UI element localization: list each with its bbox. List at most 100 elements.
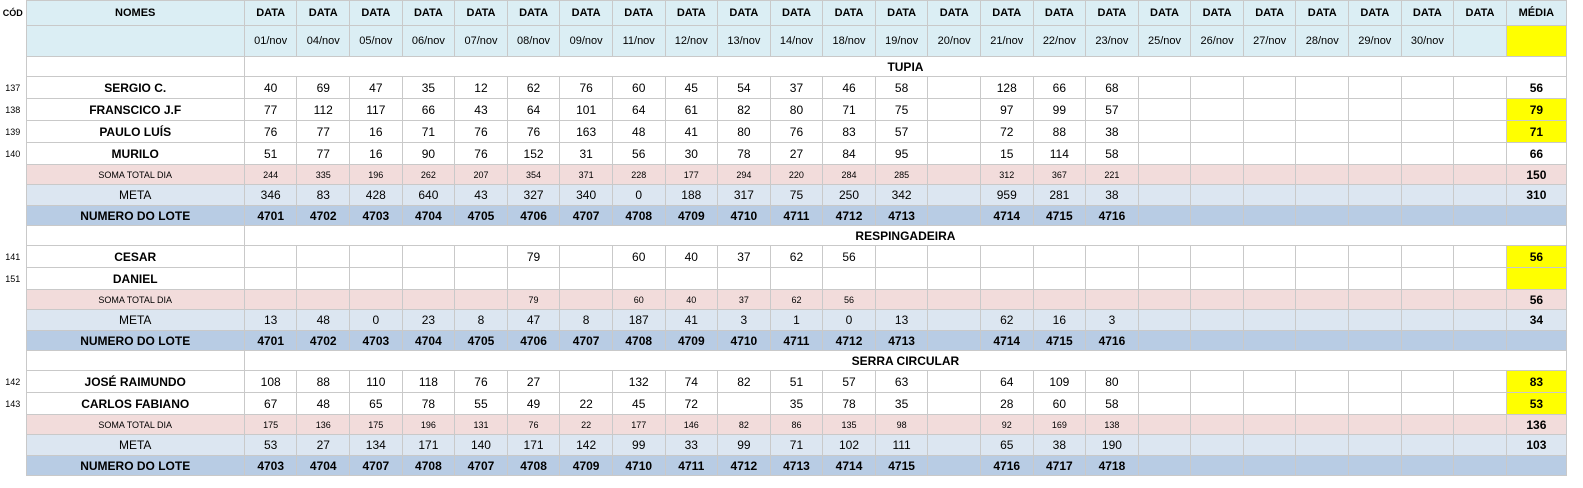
lote-value-cell[interactable]: 4710: [717, 205, 771, 226]
date-header[interactable]: DATA: [296, 0, 351, 26]
daily-value-cell[interactable]: [1085, 245, 1139, 268]
daily-value-cell[interactable]: 76: [243, 120, 298, 143]
lote-value-cell[interactable]: [1348, 455, 1402, 476]
daily-value-cell[interactable]: 16: [349, 142, 403, 165]
meta-value-cell[interactable]: 142: [559, 434, 613, 456]
lote-value-cell[interactable]: 4704: [401, 205, 456, 226]
lote-value-cell[interactable]: 4704: [296, 455, 351, 476]
daily-value-cell[interactable]: [1348, 142, 1402, 165]
daily-value-cell[interactable]: [1190, 245, 1244, 268]
meta-value-cell[interactable]: [1137, 184, 1192, 206]
daily-value-cell[interactable]: [1137, 120, 1192, 143]
daily-value-cell[interactable]: 71: [401, 120, 456, 143]
daily-value-cell[interactable]: 12: [454, 76, 508, 99]
lote-value-cell[interactable]: 4711: [664, 455, 719, 476]
average-blank[interactable]: [1505, 25, 1568, 57]
lote-value-cell[interactable]: 4705: [454, 330, 508, 351]
soma-value-cell[interactable]: 62: [769, 289, 824, 310]
employee-code[interactable]: 137: [0, 76, 27, 99]
soma-value-cell[interactable]: 367: [1032, 164, 1087, 185]
meta-value-cell[interactable]: 47: [506, 309, 561, 331]
daily-value-cell[interactable]: [1137, 245, 1192, 268]
daily-value-cell[interactable]: [717, 392, 771, 415]
daily-value-cell[interactable]: [1453, 76, 1507, 99]
daily-value-cell[interactable]: [664, 267, 719, 290]
meta-value-cell[interactable]: [1295, 184, 1350, 206]
soma-value-cell[interactable]: [1400, 289, 1455, 310]
meta-value-cell[interactable]: 3: [1085, 309, 1139, 331]
daily-value-cell[interactable]: 95: [874, 142, 929, 165]
daily-value-cell[interactable]: 35: [401, 76, 456, 99]
soma-value-cell[interactable]: [1453, 289, 1507, 310]
soma-value-cell[interactable]: [1400, 414, 1455, 435]
lote-label[interactable]: NUMERO DO LOTE: [25, 330, 245, 351]
meta-value-cell[interactable]: 281: [1032, 184, 1087, 206]
lote-value-cell[interactable]: 4712: [822, 205, 876, 226]
lote-value-cell[interactable]: 4707: [559, 205, 613, 226]
cod-header[interactable]: CÓD: [0, 0, 27, 26]
daily-value-cell[interactable]: 56: [611, 142, 666, 165]
lote-value-cell[interactable]: 4714: [979, 330, 1034, 351]
date-header[interactable]: DATA: [927, 0, 981, 26]
daily-value-cell[interactable]: [1242, 245, 1297, 268]
lote-value-cell[interactable]: 4702: [296, 205, 351, 226]
employee-code[interactable]: 138: [0, 98, 27, 121]
daily-value-cell[interactable]: [1137, 392, 1192, 415]
soma-value-cell[interactable]: 86: [769, 414, 824, 435]
daily-value-cell[interactable]: 43: [454, 98, 508, 121]
daily-value-cell[interactable]: [1242, 267, 1297, 290]
soma-average[interactable]: 56: [1505, 289, 1568, 310]
daily-value-cell[interactable]: 80: [717, 120, 771, 143]
daily-value-cell[interactable]: 47: [349, 76, 403, 99]
soma-value-cell[interactable]: 177: [611, 414, 666, 435]
lote-value-cell[interactable]: 4712: [717, 455, 771, 476]
date-value[interactable]: [1453, 25, 1507, 57]
daily-value-cell[interactable]: [1348, 76, 1402, 99]
date-value[interactable]: 06/nov: [401, 25, 456, 57]
meta-value-cell[interactable]: 327: [506, 184, 561, 206]
daily-value-cell[interactable]: [1295, 98, 1350, 121]
employee-code[interactable]: 142: [0, 370, 27, 393]
daily-value-cell[interactable]: [1400, 142, 1455, 165]
soma-value-cell[interactable]: 177: [664, 164, 719, 185]
employee-name[interactable]: CESAR: [25, 245, 245, 268]
meta-label[interactable]: META: [25, 434, 245, 456]
meta-value-cell[interactable]: [1348, 184, 1402, 206]
soma-value-cell[interactable]: [1085, 289, 1139, 310]
daily-value-cell[interactable]: [1400, 76, 1455, 99]
soma-value-cell[interactable]: 92: [979, 414, 1034, 435]
soma-value-cell[interactable]: 312: [979, 164, 1034, 185]
lote-value-cell[interactable]: 4712: [822, 330, 876, 351]
soma-value-cell[interactable]: 169: [1032, 414, 1087, 435]
lote-value-cell[interactable]: 4707: [349, 455, 403, 476]
soma-value-cell[interactable]: [979, 289, 1034, 310]
date-value[interactable]: 01/nov: [243, 25, 298, 57]
daily-value-cell[interactable]: [401, 245, 456, 268]
lote-value-cell[interactable]: 4714: [979, 205, 1034, 226]
lote-average[interactable]: [1505, 455, 1568, 476]
daily-value-cell[interactable]: [979, 267, 1034, 290]
soma-value-cell[interactable]: [1242, 414, 1297, 435]
daily-value-cell[interactable]: 110: [349, 370, 403, 393]
daily-value-cell[interactable]: [874, 267, 929, 290]
daily-value-cell[interactable]: 83: [822, 120, 876, 143]
date-header[interactable]: DATA: [769, 0, 824, 26]
daily-value-cell[interactable]: 48: [296, 392, 351, 415]
meta-value-cell[interactable]: 317: [717, 184, 771, 206]
meta-value-cell[interactable]: 187: [611, 309, 666, 331]
soma-value-cell[interactable]: 335: [296, 164, 351, 185]
daily-value-cell[interactable]: 27: [769, 142, 824, 165]
daily-value-cell[interactable]: 132: [611, 370, 666, 393]
daily-value-cell[interactable]: 40: [243, 76, 298, 99]
soma-value-cell[interactable]: 196: [401, 414, 456, 435]
lote-value-cell[interactable]: [927, 205, 981, 226]
daily-value-cell[interactable]: [822, 267, 876, 290]
daily-value-cell[interactable]: 82: [717, 370, 771, 393]
daily-value-cell[interactable]: [1190, 392, 1244, 415]
meta-value-cell[interactable]: 13: [874, 309, 929, 331]
daily-value-cell[interactable]: [296, 267, 351, 290]
meta-value-cell[interactable]: 188: [664, 184, 719, 206]
lote-value-cell[interactable]: [1190, 455, 1244, 476]
date-header[interactable]: DATA: [1032, 0, 1087, 26]
soma-value-cell[interactable]: 285: [874, 164, 929, 185]
